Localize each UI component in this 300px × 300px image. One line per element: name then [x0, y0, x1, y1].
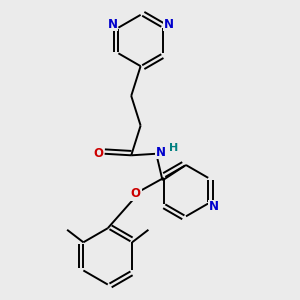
Text: H: H: [169, 143, 178, 153]
Text: O: O: [93, 147, 103, 160]
Text: N: N: [107, 18, 117, 31]
Text: N: N: [209, 200, 219, 213]
Text: N: N: [156, 146, 166, 159]
Text: N: N: [164, 18, 174, 31]
Text: O: O: [131, 187, 141, 200]
